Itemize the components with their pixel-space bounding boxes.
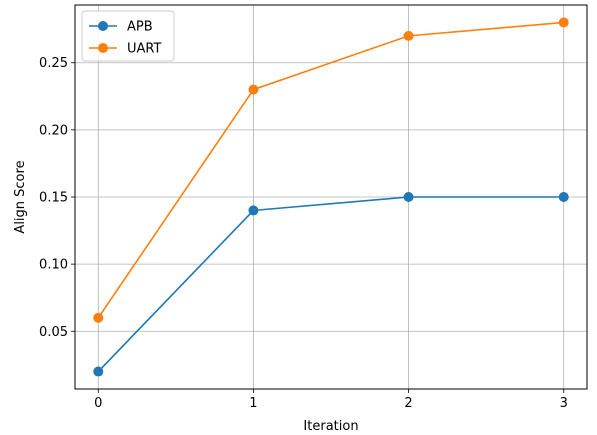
y-tick-label: 0.05: [39, 325, 68, 340]
data-point: [248, 84, 259, 95]
data-point: [558, 17, 569, 28]
legend-label: APB: [127, 20, 153, 35]
legend-marker: [98, 21, 108, 31]
series-line: [97, 196, 564, 373]
series-uart: [93, 17, 569, 323]
x-tick-label: 3: [560, 396, 568, 411]
legend-item-apb: APB: [89, 20, 153, 35]
y-tick-label: 0.10: [39, 258, 68, 273]
data-point: [558, 192, 569, 202]
data-point: [248, 205, 259, 216]
series-line: [97, 21, 564, 319]
y-tick-label: 0.25: [39, 56, 68, 71]
x-tick-label: 2: [404, 396, 412, 411]
data-point: [403, 192, 414, 202]
y-axis-ticks: 0.05 0.10 0.15 0.20 0.25: [39, 56, 75, 340]
y-tick-label: 0.15: [39, 191, 68, 206]
y-axis-label: Align Score: [13, 160, 28, 233]
legend-item-uart: UART: [89, 42, 161, 57]
x-tick-label: 1: [249, 396, 257, 411]
series-layer: [93, 17, 569, 377]
legend-label: UART: [127, 42, 161, 57]
y-tick-label: 0.20: [39, 123, 68, 138]
series-apb: [93, 192, 569, 377]
data-point: [403, 30, 414, 41]
x-axis-label: Iteration: [303, 419, 358, 434]
legend-marker: [98, 43, 108, 53]
data-point: [93, 366, 104, 377]
x-axis-ticks: 0 1 2 3: [94, 389, 568, 411]
legend: APB UART: [81, 10, 175, 62]
x-tick-label: 0: [94, 396, 102, 411]
data-point: [93, 312, 104, 323]
